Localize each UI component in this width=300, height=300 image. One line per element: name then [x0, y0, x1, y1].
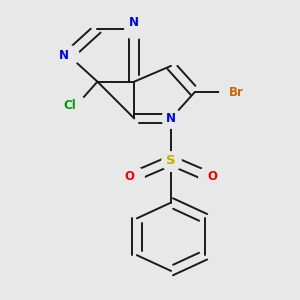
Text: S: S: [166, 154, 176, 167]
Text: N: N: [58, 49, 68, 62]
Text: N: N: [129, 16, 139, 29]
Text: N: N: [166, 112, 176, 125]
Text: O: O: [208, 170, 218, 183]
Text: Cl: Cl: [64, 99, 76, 112]
Text: O: O: [124, 170, 134, 183]
Text: Br: Br: [229, 86, 244, 99]
